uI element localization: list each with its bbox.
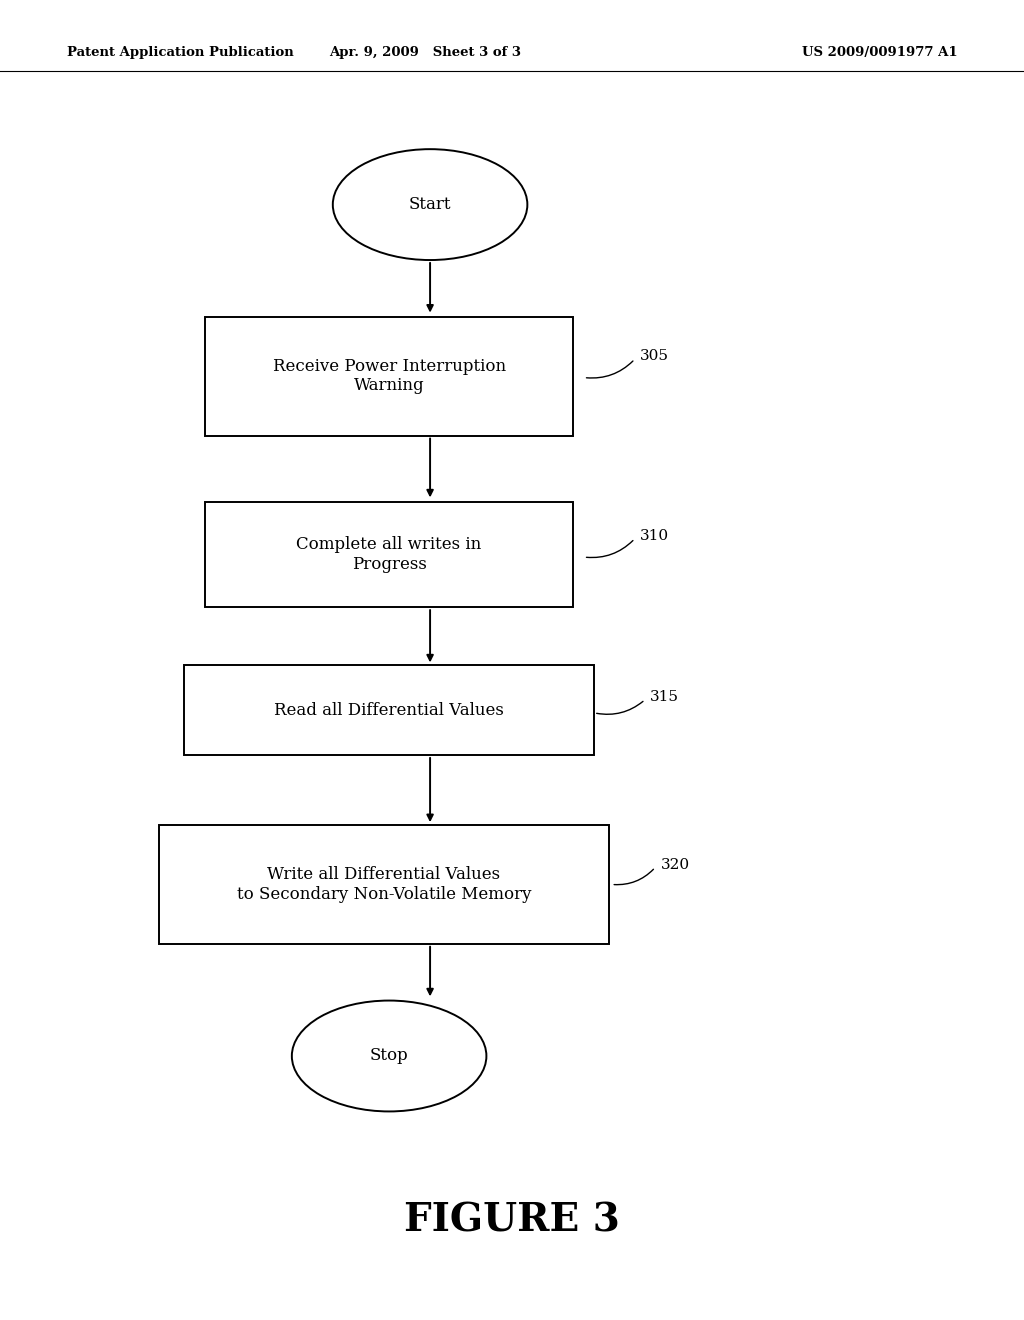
Text: 305: 305 xyxy=(640,350,669,363)
FancyBboxPatch shape xyxy=(205,502,573,607)
Text: Start: Start xyxy=(409,197,452,213)
Text: 315: 315 xyxy=(650,690,679,704)
FancyBboxPatch shape xyxy=(159,825,609,944)
Text: Receive Power Interruption
Warning: Receive Power Interruption Warning xyxy=(272,358,506,395)
FancyBboxPatch shape xyxy=(205,317,573,436)
Text: Apr. 9, 2009   Sheet 3 of 3: Apr. 9, 2009 Sheet 3 of 3 xyxy=(329,46,521,59)
Text: 310: 310 xyxy=(640,529,669,543)
Text: Write all Differential Values
to Secondary Non-Volatile Memory: Write all Differential Values to Seconda… xyxy=(237,866,531,903)
Text: 320: 320 xyxy=(660,858,689,871)
FancyBboxPatch shape xyxy=(184,665,594,755)
Text: US 2009/0091977 A1: US 2009/0091977 A1 xyxy=(802,46,957,59)
Ellipse shape xyxy=(333,149,527,260)
Text: Stop: Stop xyxy=(370,1048,409,1064)
Text: Complete all writes in
Progress: Complete all writes in Progress xyxy=(297,536,481,573)
Text: Patent Application Publication: Patent Application Publication xyxy=(67,46,293,59)
Text: FIGURE 3: FIGURE 3 xyxy=(404,1203,620,1239)
Ellipse shape xyxy=(292,1001,486,1111)
Text: Read all Differential Values: Read all Differential Values xyxy=(274,702,504,718)
